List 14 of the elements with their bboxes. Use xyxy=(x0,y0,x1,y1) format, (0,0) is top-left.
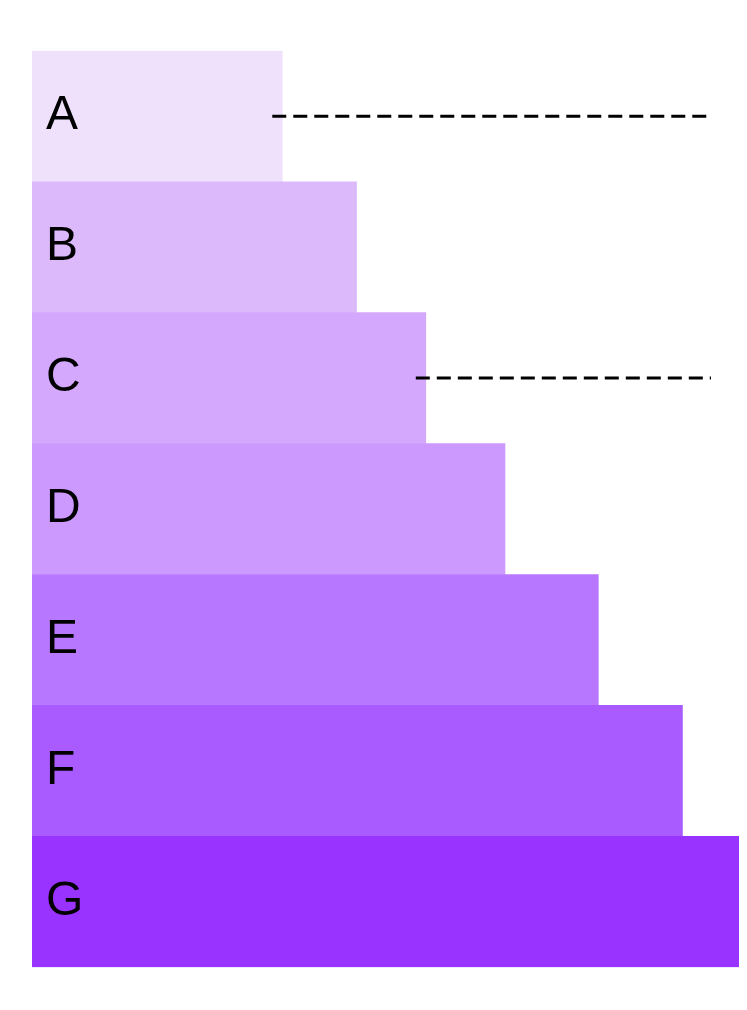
y-tick-label: B xyxy=(46,217,79,271)
y-tick-label: E xyxy=(46,610,79,664)
bar xyxy=(32,705,683,837)
bar xyxy=(32,181,357,313)
y-tick-label: C xyxy=(46,348,81,402)
bar xyxy=(32,443,506,575)
y-tick-label: D xyxy=(46,479,81,533)
bar xyxy=(32,574,599,706)
y-tick-label: G xyxy=(46,871,84,925)
bar xyxy=(32,835,739,968)
bar xyxy=(32,50,283,183)
y-tick-label: A xyxy=(46,86,79,140)
bar xyxy=(32,312,427,444)
y-tick-label: F xyxy=(46,741,76,795)
